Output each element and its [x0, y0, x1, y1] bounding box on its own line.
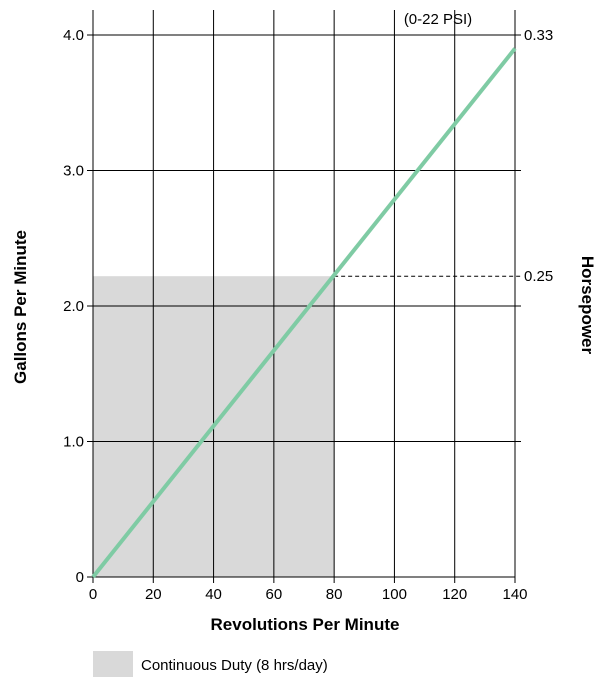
horsepower-markers-layer: 0.25 0.33	[334, 27, 553, 285]
x-tick-label: 120	[442, 586, 467, 603]
x-tick-label: 100	[382, 586, 407, 603]
y-tick-label: 0	[76, 569, 84, 586]
grid-layer	[87, 10, 521, 583]
series-layer	[91, 47, 517, 579]
x-tick-label: 140	[502, 586, 527, 603]
x-tick-label: 40	[205, 586, 222, 603]
x-tick-label: 20	[145, 586, 162, 603]
x-tick-label: 0	[89, 586, 97, 603]
horsepower-label: 0.33	[524, 27, 553, 44]
x-tick-label: 80	[326, 586, 343, 603]
y-tick-label: 1.0	[63, 434, 84, 451]
legend-swatch	[93, 651, 133, 677]
annotation-psi: (0-22 PSI)	[404, 11, 472, 28]
y-axis-title: Gallons Per Minute	[11, 230, 30, 384]
x-tick-label: 60	[266, 586, 283, 603]
horsepower-label: 0.25	[524, 268, 553, 285]
y-tick-label: 2.0	[63, 298, 84, 315]
x-axis-title: Revolutions Per Minute	[211, 615, 400, 634]
legend-label: Continuous Duty (8 hrs/day)	[141, 657, 328, 674]
y-tick-labels: 0 1.0 2.0 3.0 4.0	[63, 27, 84, 586]
y-tick-label: 4.0	[63, 27, 84, 44]
gpm-series-line	[91, 47, 517, 579]
y2-axis-title: Horsepower	[578, 256, 597, 355]
x-tick-labels: 0 20 40 60 80 100 120 140	[89, 586, 528, 603]
y-tick-label: 3.0	[63, 163, 84, 180]
